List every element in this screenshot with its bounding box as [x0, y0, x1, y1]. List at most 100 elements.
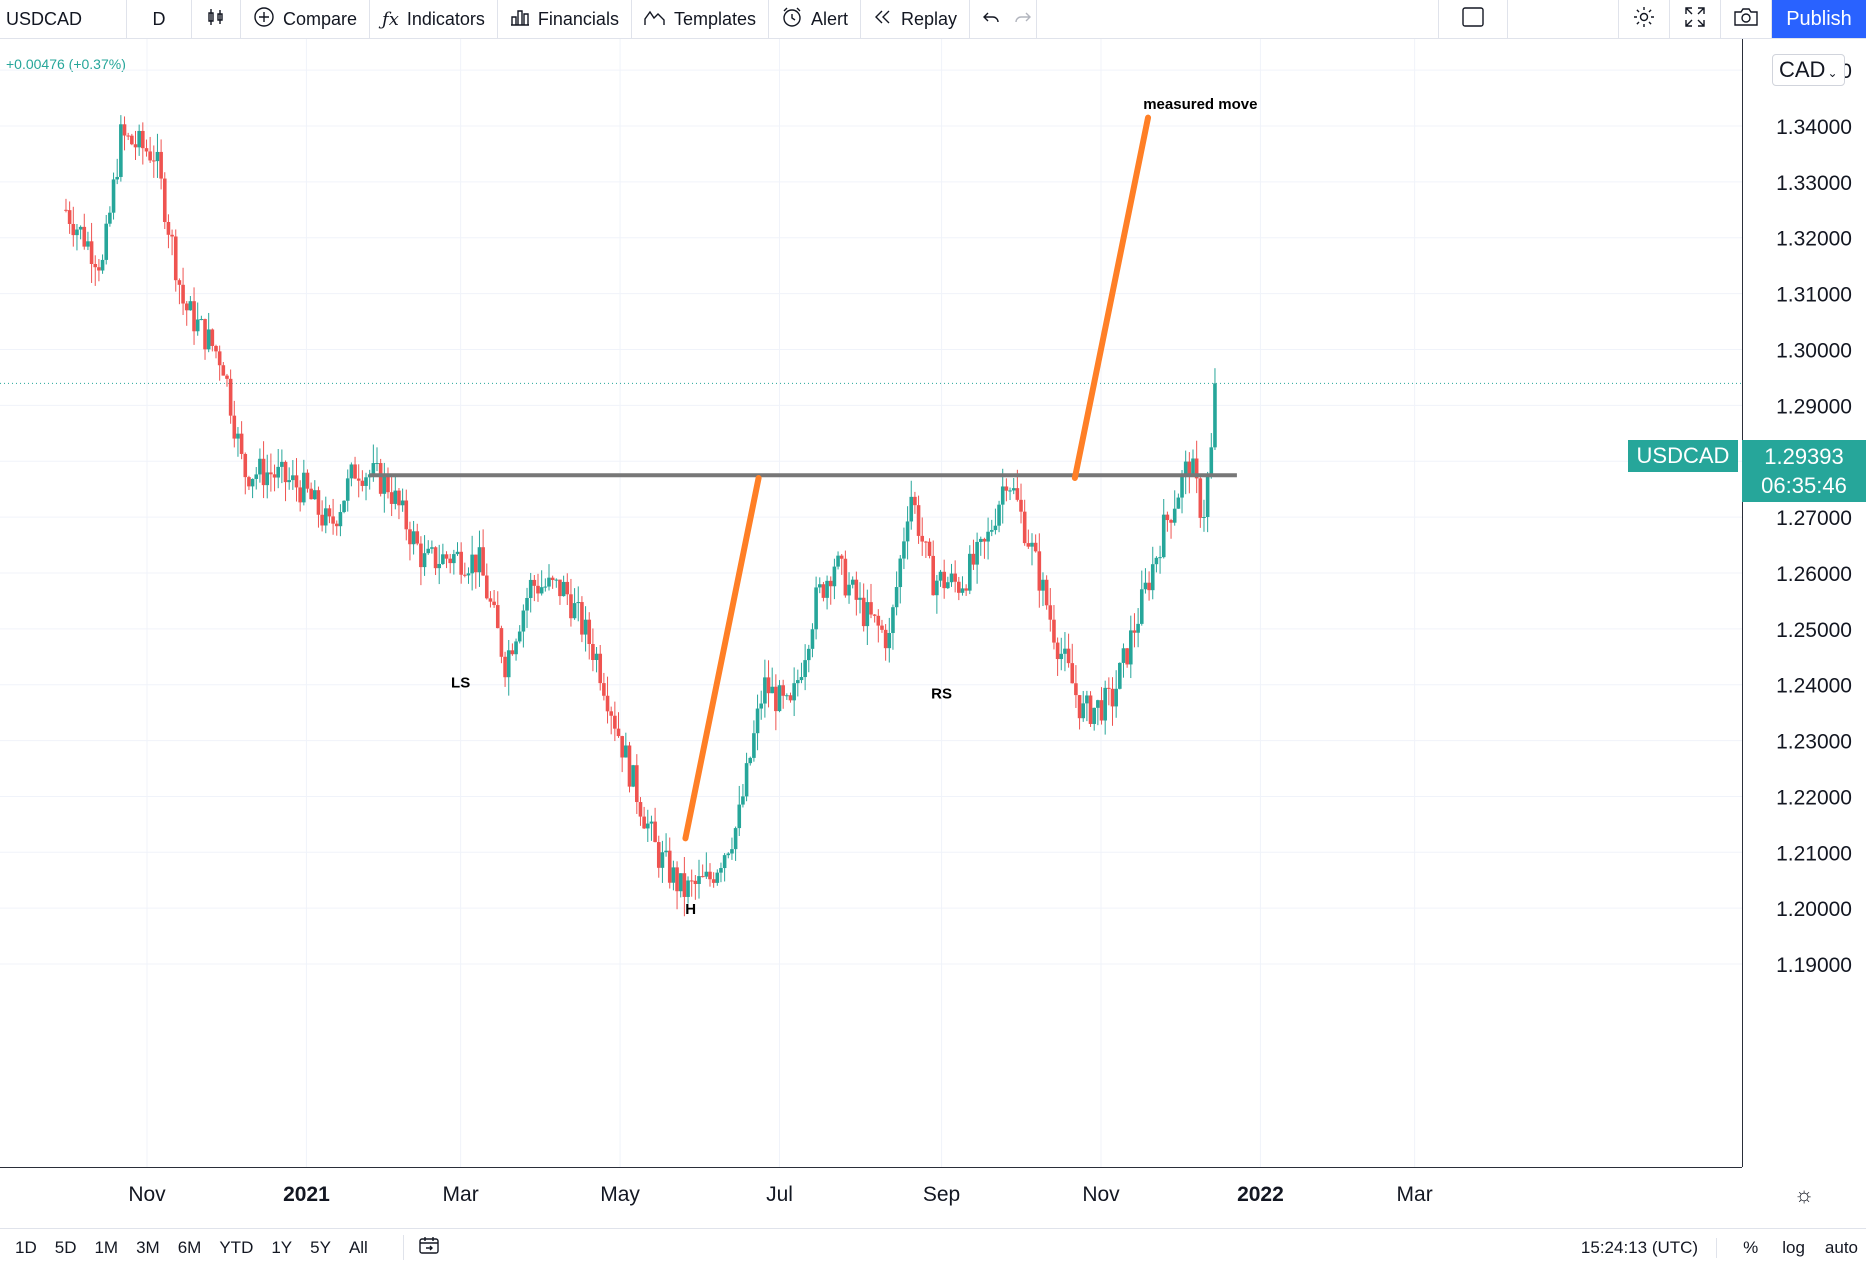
- fullscreen-button[interactable]: [1670, 0, 1721, 38]
- range-ytd[interactable]: YTD: [219, 1237, 254, 1257]
- snapshot-button[interactable]: [1721, 0, 1772, 38]
- undo-icon[interactable]: [982, 9, 1000, 30]
- layout-square-icon: [1461, 6, 1485, 33]
- interval-button[interactable]: D: [127, 0, 192, 38]
- candle-body: [1136, 623, 1140, 633]
- candle-body: [455, 551, 460, 555]
- candles: [64, 115, 1217, 917]
- candle-body: [528, 579, 533, 598]
- time-tick-label: Sep: [923, 1183, 960, 1206]
- log-toggle[interactable]: log: [1782, 1237, 1805, 1257]
- price-chart[interactable]: LS H RS measured move: [0, 39, 1742, 1167]
- candle-body: [492, 601, 496, 606]
- symbol-search[interactable]: USDCAD: [0, 0, 127, 38]
- candle-body: [741, 796, 745, 805]
- currency-button[interactable]: CAD ⌄: [1772, 54, 1845, 86]
- candle-body: [141, 130, 145, 149]
- publish-button[interactable]: Publish: [1772, 0, 1866, 38]
- candle-body: [506, 650, 511, 678]
- candle-body: [1041, 579, 1045, 591]
- candle-body: [697, 876, 701, 884]
- candle-body: [302, 472, 306, 503]
- settings-button[interactable]: [1618, 0, 1670, 38]
- publish-label: Publish: [1786, 7, 1852, 30]
- price-change: +0.00476 (+0.37%): [6, 56, 126, 72]
- range-all[interactable]: All: [348, 1237, 368, 1257]
- candle-body: [217, 351, 222, 366]
- bars-icon: [510, 8, 530, 31]
- compare-button[interactable]: Compare: [241, 0, 371, 38]
- candle-body: [386, 474, 390, 493]
- candle-body: [891, 607, 895, 634]
- alert-button[interactable]: Alert: [769, 0, 862, 38]
- candle-body: [1150, 564, 1155, 591]
- candle-body: [708, 871, 712, 880]
- price-tick-label: 1.23000: [1776, 731, 1852, 754]
- chart-pane[interactable]: LS H RS measured move: [0, 39, 1742, 1167]
- axis-settings-icon[interactable]: ☼: [1794, 1182, 1815, 1207]
- candle-body: [1085, 695, 1089, 704]
- candle-body: [448, 558, 452, 564]
- candle-body: [97, 267, 101, 271]
- candle-body: [119, 124, 123, 177]
- candle-body: [1015, 488, 1020, 500]
- financials-button[interactable]: Financials: [498, 0, 632, 38]
- percent-toggle[interactable]: %: [1743, 1237, 1759, 1257]
- candle-body: [785, 695, 789, 697]
- candle-body: [814, 587, 818, 630]
- templates-icon: [644, 8, 666, 31]
- time-axis[interactable]: Nov 2021 Mar May Jul Sep Nov 2022 Mar: [0, 1167, 1742, 1228]
- candle-body: [828, 580, 833, 587]
- candle-body: [1052, 619, 1056, 643]
- utc-clock[interactable]: 15:24:13 (UTC): [1581, 1237, 1718, 1258]
- price-tick-label: 1.30000: [1776, 339, 1852, 362]
- candle-body: [82, 226, 87, 247]
- candle-body: [192, 301, 196, 332]
- candle-body: [525, 597, 529, 611]
- candle-body: [144, 148, 149, 152]
- candle-body: [481, 547, 485, 576]
- candle-body: [466, 573, 471, 576]
- candle-body: [1187, 461, 1192, 476]
- date-range-icon[interactable]: [402, 1235, 440, 1260]
- range-1d[interactable]: 1D: [15, 1237, 37, 1257]
- candle-body: [488, 598, 493, 602]
- candle-body: [353, 464, 357, 479]
- candle-body: [748, 757, 753, 764]
- bottom-toolbar: 1D 5D 1M 3M 6M YTD 1Y 5Y All 15:24:13 (U…: [0, 1228, 1866, 1266]
- replay-button[interactable]: Replay: [861, 0, 971, 38]
- price-axis[interactable]: 1.350001.340001.330001.320001.310001.300…: [1742, 39, 1866, 1167]
- candle-body: [602, 683, 606, 696]
- candle-body: [547, 577, 551, 587]
- candle-body: [817, 584, 822, 588]
- auto-toggle[interactable]: auto: [1824, 1237, 1858, 1257]
- candle-body: [422, 553, 427, 568]
- candle-body: [1048, 605, 1053, 620]
- candle-body: [682, 873, 687, 897]
- indicators-label: Indicators: [406, 8, 485, 29]
- price-tick-label: 1.32000: [1776, 228, 1852, 251]
- candle-body: [631, 765, 635, 787]
- candle-body: [151, 160, 156, 162]
- range-5y[interactable]: 5Y: [310, 1237, 331, 1257]
- chart-style-button[interactable]: [192, 0, 241, 38]
- redo-icon[interactable]: [1014, 9, 1032, 30]
- range-1y[interactable]: 1Y: [271, 1237, 293, 1257]
- candle-body: [1114, 688, 1118, 707]
- candle-body: [137, 130, 141, 148]
- candle-body: [166, 221, 171, 235]
- layout-button[interactable]: [1438, 0, 1508, 38]
- candle-body: [397, 490, 401, 506]
- candle-body: [825, 580, 829, 598]
- range-5d[interactable]: 5D: [54, 1237, 77, 1257]
- candle-body: [774, 686, 778, 712]
- templates-button[interactable]: Templates: [632, 0, 769, 38]
- time-tick-label: Mar: [443, 1183, 479, 1206]
- price-tick-label: 1.34000: [1776, 116, 1852, 139]
- candle-body: [108, 212, 112, 224]
- range-1m[interactable]: 1M: [94, 1237, 119, 1257]
- indicators-button[interactable]: ƒx Indicators: [370, 0, 498, 38]
- candle-body: [726, 853, 731, 856]
- range-6m[interactable]: 6M: [177, 1237, 202, 1257]
- range-3m[interactable]: 3M: [136, 1237, 160, 1257]
